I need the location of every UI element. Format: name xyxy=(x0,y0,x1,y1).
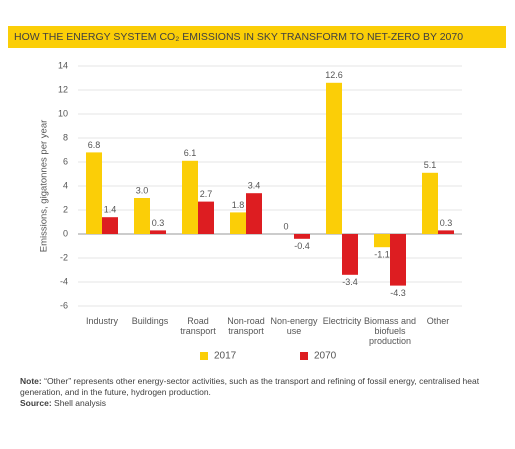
value-label: 0.3 xyxy=(152,218,165,228)
bar xyxy=(374,234,390,248)
value-label: 3.4 xyxy=(248,181,261,191)
note-text: “Other” represents other energy-sector a… xyxy=(20,376,480,397)
value-label: -3.4 xyxy=(342,277,358,287)
note-label: Note: xyxy=(20,376,42,386)
value-label: 6.1 xyxy=(184,148,197,158)
chart-title: HOW THE ENERGY SYSTEM CO₂ EMISSIONS IN S… xyxy=(14,31,464,43)
bar xyxy=(422,172,438,234)
x-tick-label: Biomass and biofuels production xyxy=(364,316,416,346)
title-bar: HOW THE ENERGY SYSTEM CO₂ EMISSIONS IN S… xyxy=(8,26,506,48)
source-text: Shell analysis xyxy=(54,398,107,408)
x-tick-label: Non-energy use xyxy=(270,316,318,336)
bar xyxy=(198,201,214,234)
value-label: -4.3 xyxy=(390,288,406,298)
bar xyxy=(134,198,150,234)
y-tick-label: 8 xyxy=(63,132,68,142)
y-tick-label: -6 xyxy=(60,300,68,310)
value-label: 2.7 xyxy=(200,189,213,199)
value-label: 5.1 xyxy=(424,160,437,170)
y-tick-label: -4 xyxy=(60,276,68,286)
bar xyxy=(246,193,262,234)
bar xyxy=(390,234,406,286)
source-label: Source: xyxy=(20,398,52,408)
value-label: -1.1 xyxy=(374,250,390,260)
x-tick-label: Other xyxy=(427,316,450,326)
y-tick-label: -2 xyxy=(60,252,68,262)
notes: Note: “Other” represents other energy-se… xyxy=(20,376,500,409)
bar xyxy=(326,82,342,234)
bar xyxy=(230,212,246,234)
value-label: 1.8 xyxy=(232,200,245,210)
value-label: 0.3 xyxy=(440,218,453,228)
x-tick-label: Buildings xyxy=(132,316,169,326)
source: Source: Shell analysis xyxy=(20,398,500,409)
x-tick-label: Industry xyxy=(86,316,119,326)
value-label: 3.0 xyxy=(136,185,149,195)
y-tick-label: 4 xyxy=(63,180,68,190)
legend-label: 2017 xyxy=(214,351,237,362)
y-tick-label: 0 xyxy=(63,228,68,238)
value-label: -0.4 xyxy=(294,241,310,251)
value-label: 1.4 xyxy=(104,205,117,215)
x-tick-label: Non-road transport xyxy=(227,316,265,336)
legend-swatch xyxy=(200,352,208,360)
bar xyxy=(102,217,118,234)
note: Note: “Other” represents other energy-se… xyxy=(20,376,500,398)
bar xyxy=(182,160,198,234)
y-tick-label: 10 xyxy=(58,108,68,118)
bar xyxy=(438,230,454,234)
legend-label: 2070 xyxy=(314,351,337,362)
value-label: 12.6 xyxy=(325,70,343,80)
bar xyxy=(294,234,310,239)
y-axis-label: Emissions, gigatonnes per year xyxy=(39,120,50,253)
bar xyxy=(86,152,102,234)
y-tick-label: 14 xyxy=(58,60,68,70)
value-label: 0 xyxy=(283,221,288,231)
value-label: 6.8 xyxy=(88,140,101,150)
x-tick-label: Electricity xyxy=(323,316,362,326)
y-tick-label: 2 xyxy=(63,204,68,214)
bar xyxy=(150,230,166,234)
legend-swatch xyxy=(300,352,308,360)
bar xyxy=(342,234,358,275)
y-tick-label: 12 xyxy=(58,84,68,94)
x-tick-label: Road transport xyxy=(180,316,216,336)
y-tick-label: 6 xyxy=(63,156,68,166)
